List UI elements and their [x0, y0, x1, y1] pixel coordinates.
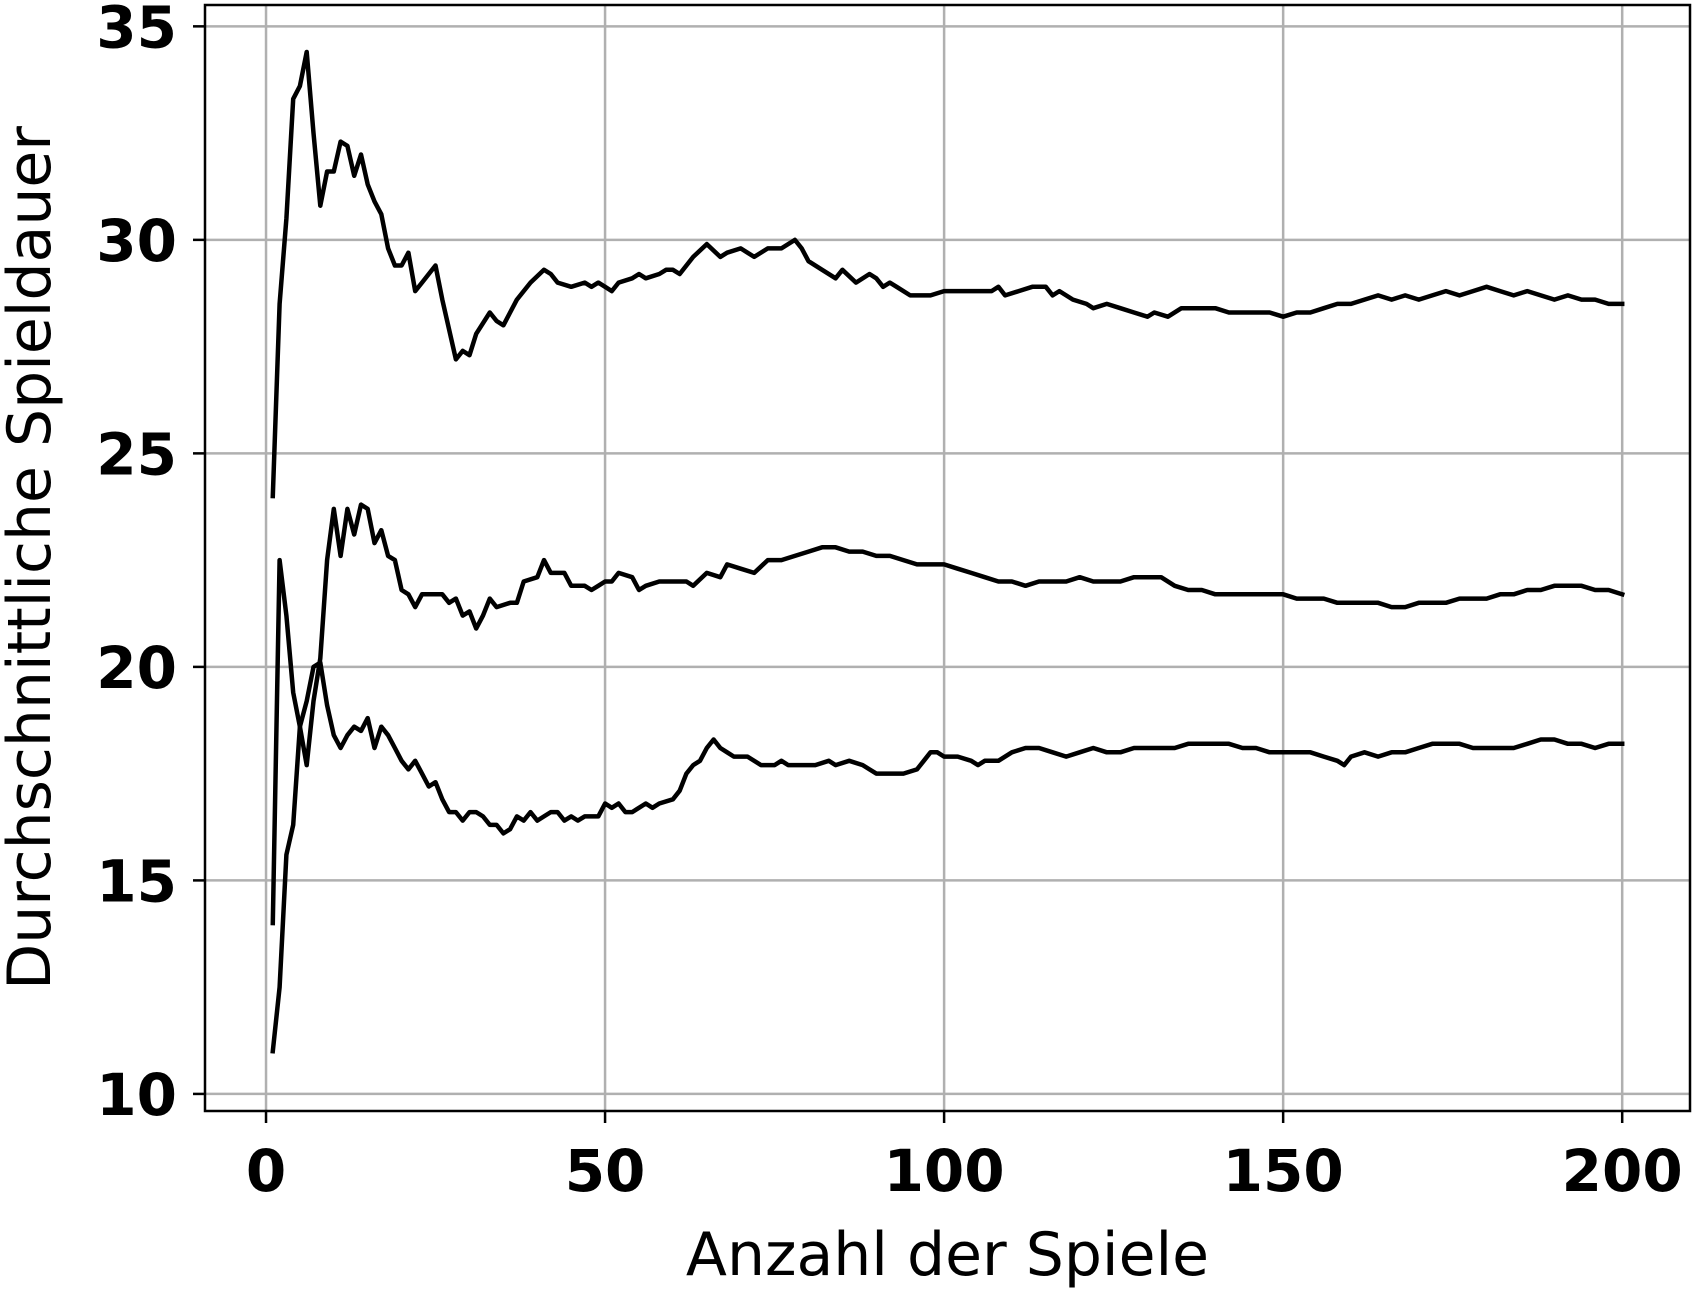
series-group — [270, 49, 1626, 1054]
x-tick-label: 150 — [1223, 1137, 1344, 1205]
y-tick-label: 20 — [96, 634, 177, 702]
series-line-3 — [270, 660, 1625, 1054]
grid — [205, 5, 1690, 1111]
y-tick-label: 15 — [96, 847, 177, 915]
series-line-1 — [270, 49, 1625, 499]
x-tick-label: 0 — [246, 1137, 286, 1205]
x-tick-label: 200 — [1562, 1137, 1683, 1205]
series-line-2 — [270, 502, 1626, 926]
plot-frame — [203, 3, 1692, 1113]
tick-labels: 0 50 100 150 200 10 15 20 25 30 35 — [96, 0, 1682, 1205]
x-tick-label: 50 — [565, 1137, 646, 1205]
y-tick-label: 30 — [96, 207, 177, 275]
y-tick-label: 35 — [96, 0, 177, 61]
y-axis-label: Durchschnittliche Spieldauer — [0, 126, 65, 990]
x-tick-label: 100 — [884, 1137, 1005, 1205]
y-tick-label: 25 — [96, 420, 177, 488]
x-axis-label: Anzahl der Spiele — [686, 1220, 1209, 1290]
axis-ticks — [193, 25, 1624, 1123]
y-tick-label: 10 — [96, 1061, 177, 1129]
